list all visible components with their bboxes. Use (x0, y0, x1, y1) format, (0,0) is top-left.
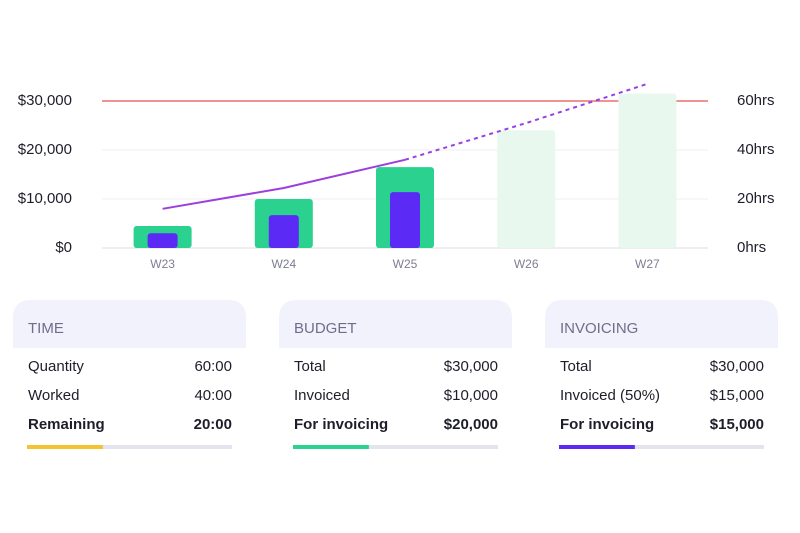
y2-tick-label: 20hrs (737, 190, 775, 207)
y-tick-label: $20,000 (18, 141, 72, 158)
x-tick-label: W26 (514, 257, 539, 271)
row-value: $30,000 (710, 358, 764, 375)
x-tick-label: W25 (393, 257, 418, 271)
card-header (545, 300, 778, 348)
row-label: Remaining (28, 416, 105, 433)
row-label: Worked (28, 387, 79, 404)
y2-tick-label: 60hrs (737, 92, 775, 109)
bar (618, 93, 677, 249)
row-label: For invoicing (294, 416, 388, 433)
line (404, 82, 648, 161)
progress-track (27, 445, 232, 449)
card-title: BUDGET (294, 320, 357, 337)
x-tick-label: W24 (271, 257, 296, 271)
row-value: $15,000 (710, 416, 764, 433)
progress-fill (559, 445, 635, 449)
y-tick-label: $0 (55, 239, 72, 256)
row-value: $10,000 (444, 387, 498, 404)
y-tick-label: $30,000 (18, 92, 72, 109)
y-tick-label: $10,000 (18, 190, 72, 207)
row-label: Quantity (28, 358, 84, 375)
bar (147, 233, 178, 248)
bar (497, 130, 556, 248)
row-label: Invoiced (50%) (560, 387, 660, 404)
progress-track (559, 445, 764, 449)
y2-tick-label: 40hrs (737, 141, 775, 158)
row-value: 20:00 (194, 416, 232, 433)
progress-track (293, 445, 498, 449)
line (162, 158, 406, 210)
y2-tick-label: 0hrs (737, 239, 766, 256)
row-label: For invoicing (560, 416, 654, 433)
row-label: Total (560, 358, 592, 375)
progress-fill (293, 445, 369, 449)
x-tick-label: W27 (635, 257, 660, 271)
row-value: $20,000 (444, 416, 498, 433)
card-title: TIME (28, 320, 64, 337)
card-title: INVOICING (560, 320, 638, 337)
row-value: 60:00 (194, 358, 232, 375)
bar (268, 215, 299, 248)
card-header (279, 300, 512, 348)
row-value: $15,000 (710, 387, 764, 404)
row-label: Invoiced (294, 387, 350, 404)
bar (390, 192, 420, 248)
card-header (13, 300, 246, 348)
row-value: $30,000 (444, 358, 498, 375)
row-value: 40:00 (194, 387, 232, 404)
progress-fill (27, 445, 103, 449)
row-label: Total (294, 358, 326, 375)
x-tick-label: W23 (150, 257, 175, 271)
